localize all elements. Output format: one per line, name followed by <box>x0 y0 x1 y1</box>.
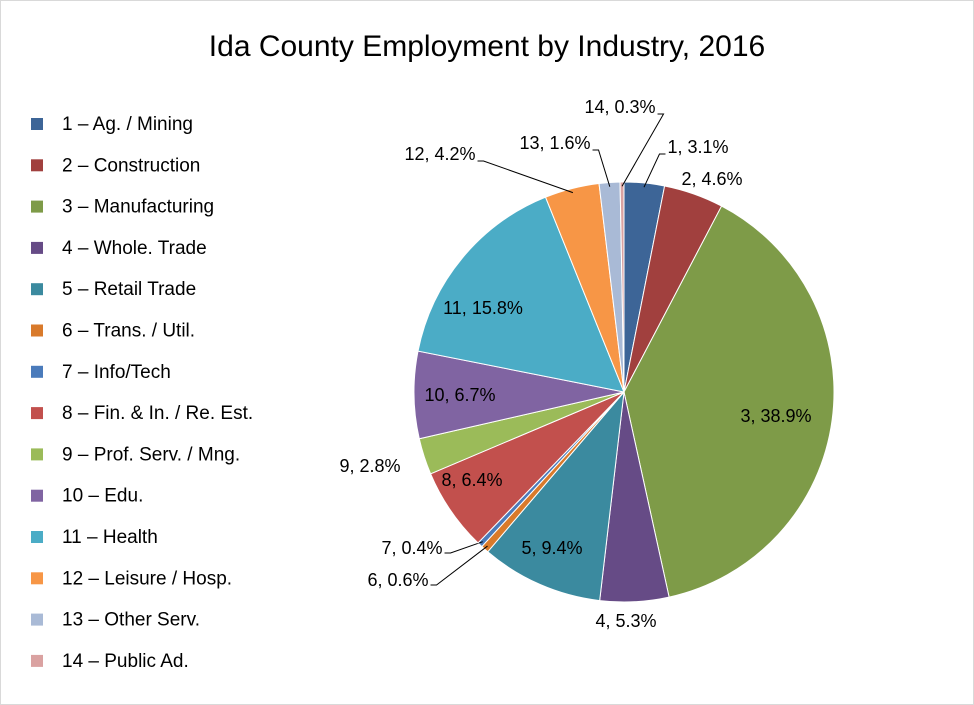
leader-line <box>444 541 483 554</box>
legend-text: 11 – Health <box>62 527 158 548</box>
legend-swatch <box>31 654 43 667</box>
data-label: 14, 0.3% <box>584 97 655 117</box>
legend-swatch <box>31 241 43 254</box>
pie-slice <box>417 196 625 393</box>
legend-swatch <box>31 572 43 585</box>
legend-swatch <box>31 324 43 337</box>
legend-text: 3 – Manufacturing <box>62 197 214 218</box>
data-label: 9, 2.8% <box>339 456 400 476</box>
data-label: 6, 0.6% <box>367 570 428 590</box>
legend-swatch <box>31 531 43 543</box>
legend-text: 5 – Retail Trade <box>62 279 196 300</box>
legend-text: 13 – Other Serv. <box>62 610 200 631</box>
leader-line <box>430 545 488 586</box>
legend-text: 14 – Public Ad. <box>62 651 189 672</box>
legend-text: 2 – Construction <box>62 155 200 176</box>
legend-text: 6 – Trans. / Util. <box>62 321 195 342</box>
legend-text: 9 – Prof. Serv. / Mng. <box>62 444 240 465</box>
legend-swatch <box>31 407 43 420</box>
leader-line <box>643 153 666 188</box>
pie-slice <box>487 390 625 602</box>
legend-swatch <box>31 283 43 296</box>
legend-text: 7 – Info/Tech <box>62 362 171 383</box>
legend-text: 8 – Fin. & In. / Re. Est. <box>62 403 253 424</box>
legend-text: 4 – Whole. Trade <box>62 238 207 259</box>
data-label: 10, 6.7% <box>424 385 495 405</box>
legend-text: 10 – Edu. <box>62 486 143 507</box>
legend-swatch <box>31 613 43 626</box>
data-label: 13, 1.6% <box>519 133 590 153</box>
chart-title: Ida County Employment by Industry, 2016 <box>209 30 765 63</box>
leader-line <box>592 149 611 187</box>
leader-line <box>477 160 574 194</box>
legend-swatch <box>31 489 43 502</box>
legend-swatch <box>31 365 43 378</box>
data-label: 3, 38.9% <box>740 406 811 426</box>
data-label: 12, 4.2% <box>404 144 475 164</box>
pie-slice <box>623 205 835 598</box>
legend-text: 12 – Leisure / Hosp. <box>62 568 232 589</box>
data-label: 11, 15.8% <box>443 298 523 318</box>
legend-swatch <box>31 200 43 213</box>
leader-line <box>621 113 665 187</box>
data-label: 7, 0.4% <box>381 538 442 558</box>
data-label: 8, 6.4% <box>441 470 502 490</box>
data-label: 2, 4.6% <box>681 169 742 189</box>
legend-swatch <box>31 118 43 130</box>
legend-swatch <box>31 159 43 172</box>
data-label: 4, 5.3% <box>595 611 656 631</box>
legend-swatch <box>31 448 43 461</box>
legend-text: 1 – Ag. / Mining <box>62 114 193 135</box>
data-label: 5, 9.4% <box>521 538 582 558</box>
data-label: 1, 3.1% <box>667 137 728 157</box>
